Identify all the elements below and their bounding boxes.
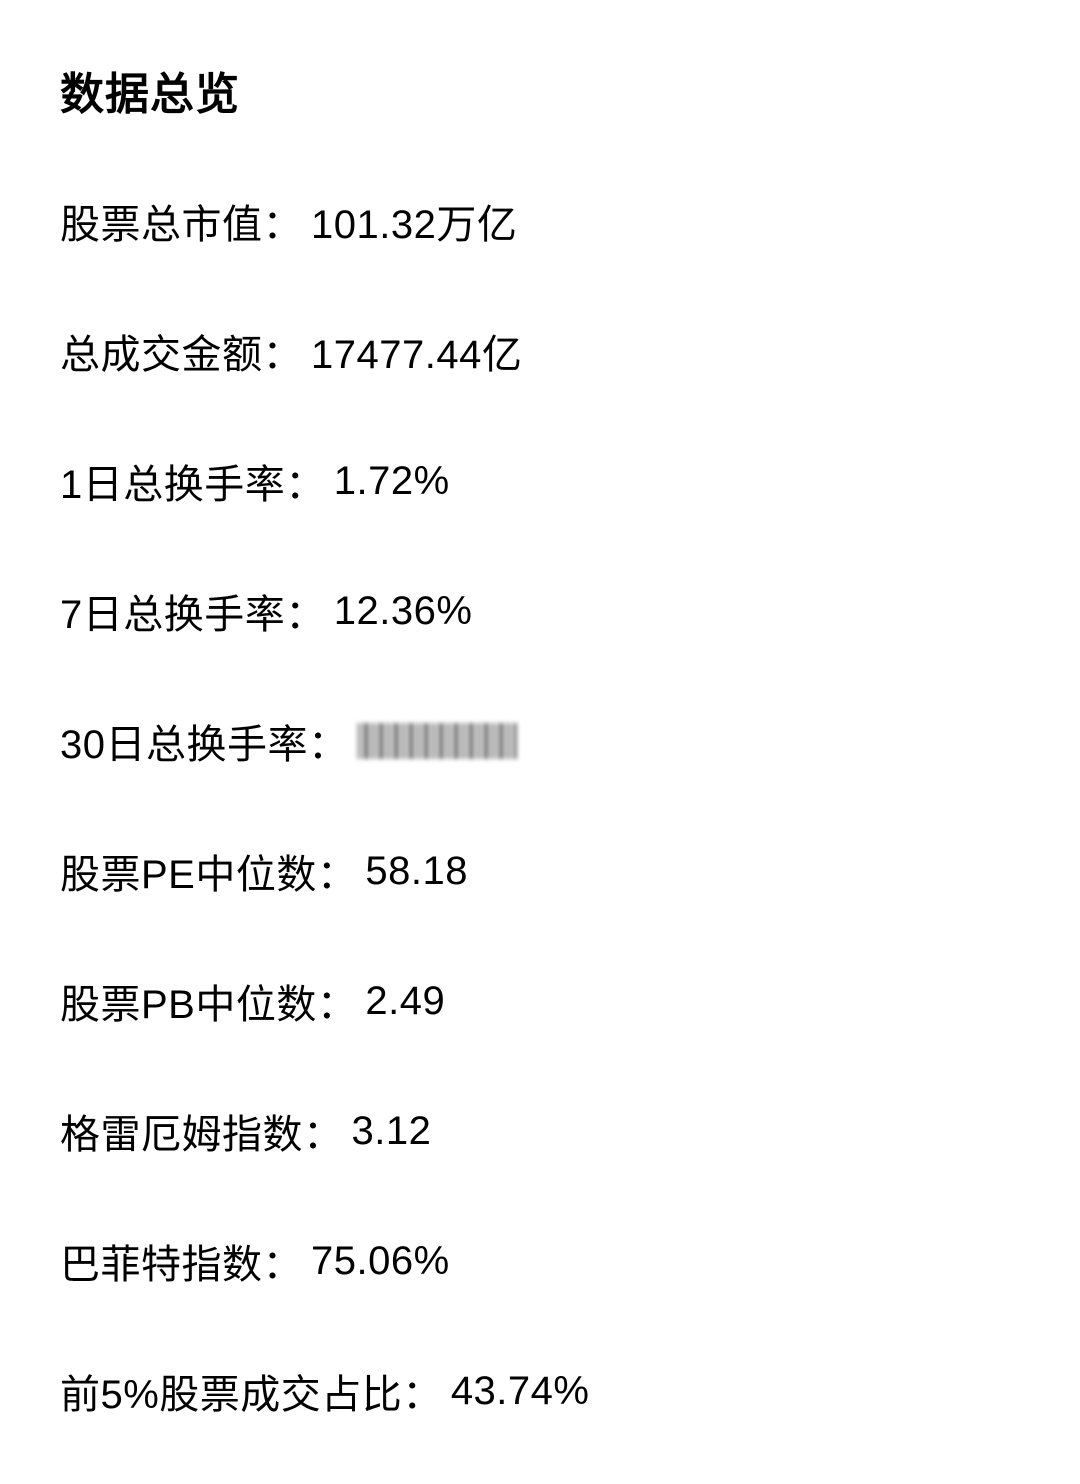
data-row-market-cap: 股票总市值： 101.32万亿 (60, 192, 1020, 250)
value-7day-turnover-rate: 12.36% (334, 589, 473, 634)
data-row-total-turnover: 总成交金额： 17477.44亿 (60, 322, 1020, 380)
label-pb-median: 股票PB中位数： (60, 972, 357, 1030)
label-30day-turnover-rate: 30日总换手率： (60, 712, 349, 770)
data-row-buffett-index: 巴菲特指数： 75.06% (60, 1232, 1020, 1290)
label-top5pct-volume-share: 前5%股票成交占比： (60, 1362, 443, 1420)
value-top5pct-volume-share: 43.74% (451, 1369, 590, 1414)
value-pe-median: 58.18 (365, 849, 468, 894)
value-30day-turnover-rate-blurred (357, 723, 517, 759)
data-row-graham-index: 格雷厄姆指数： 3.12 (60, 1102, 1020, 1160)
label-graham-index: 格雷厄姆指数： (60, 1102, 344, 1160)
value-pb-median: 2.49 (365, 979, 445, 1024)
value-1day-turnover-rate: 1.72% (334, 459, 450, 504)
data-row-top5pct-volume-share: 前5%股票成交占比： 43.74% (60, 1362, 1020, 1420)
label-buffett-index: 巴菲特指数： (60, 1232, 303, 1290)
value-graham-index: 3.12 (352, 1109, 432, 1154)
value-buffett-index: 75.06% (311, 1239, 450, 1284)
label-total-turnover: 总成交金额： (60, 322, 303, 380)
data-overview-container: 数据总览 股票总市值： 101.32万亿 总成交金额： 17477.44亿 1日… (0, 0, 1080, 1420)
data-row-1day-turnover-rate: 1日总换手率： 1.72% (60, 452, 1020, 510)
label-1day-turnover-rate: 1日总换手率： (60, 452, 326, 510)
data-row-7day-turnover-rate: 7日总换手率： 12.36% (60, 582, 1020, 640)
label-7day-turnover-rate: 7日总换手率： (60, 582, 326, 640)
value-total-turnover: 17477.44亿 (311, 322, 522, 380)
page-title: 数据总览 (60, 58, 1020, 122)
label-pe-median: 股票PE中位数： (60, 842, 357, 900)
value-market-cap: 101.32万亿 (311, 192, 517, 250)
data-row-pb-median: 股票PB中位数： 2.49 (60, 972, 1020, 1030)
label-market-cap: 股票总市值： (60, 192, 303, 250)
data-row-pe-median: 股票PE中位数： 58.18 (60, 842, 1020, 900)
data-row-30day-turnover-rate: 30日总换手率： (60, 712, 1020, 770)
